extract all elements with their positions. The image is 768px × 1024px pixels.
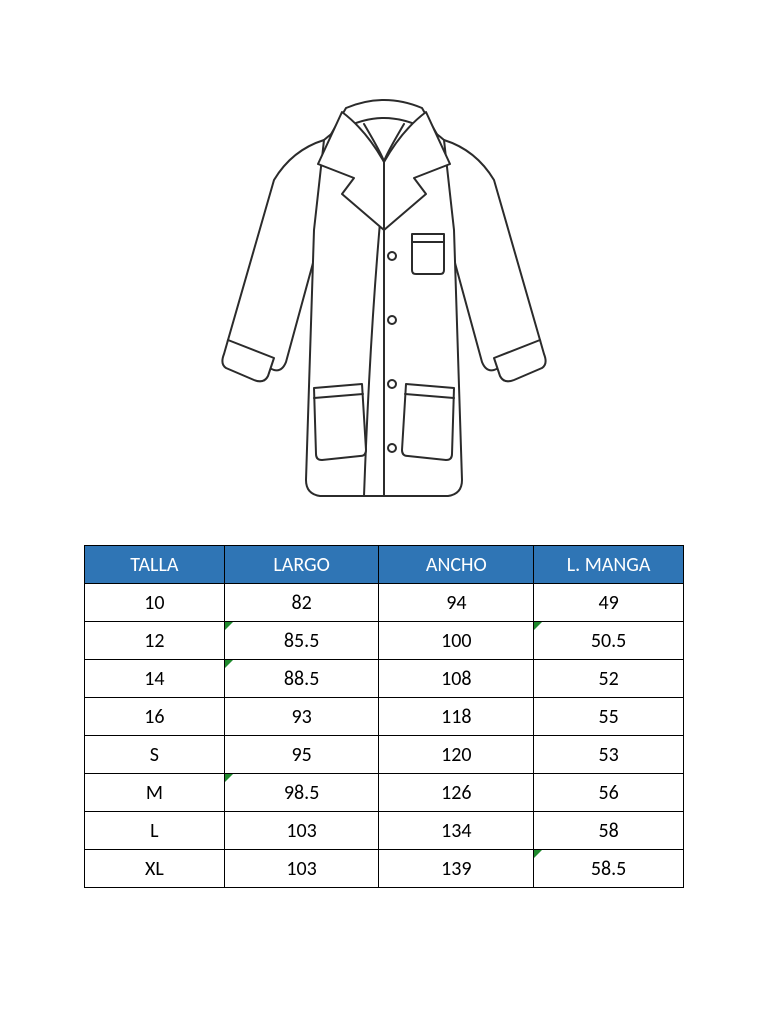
cell-ancho: 118 <box>379 698 534 736</box>
cell-talla: 16 <box>85 698 225 736</box>
cell-talla: XL <box>85 850 225 888</box>
cell-talla: 14 <box>85 660 225 698</box>
cell-manga: 55 <box>534 698 684 736</box>
cell-largo: 85.5 <box>224 622 379 660</box>
col-header-talla: TALLA <box>85 546 225 584</box>
cell-manga: 58.5 <box>534 850 684 888</box>
col-header-largo: LARGO <box>224 546 379 584</box>
cell-manga: 49 <box>534 584 684 622</box>
cell-manga: 50.5 <box>534 622 684 660</box>
table-row: M98.512656 <box>85 774 684 812</box>
cell-largo: 93 <box>224 698 379 736</box>
cell-largo: 103 <box>224 812 379 850</box>
cell-manga: 58 <box>534 812 684 850</box>
size-table-container: TALLA LARGO ANCHO L. MANGA 108294491285.… <box>0 545 768 888</box>
cell-talla: L <box>85 812 225 850</box>
cell-largo: 103 <box>224 850 379 888</box>
cell-talla: 12 <box>85 622 225 660</box>
table-row: XL10313958.5 <box>85 850 684 888</box>
cell-largo: 98.5 <box>224 774 379 812</box>
table-header-row: TALLA LARGO ANCHO L. MANGA <box>85 546 684 584</box>
lab-coat-icon <box>214 70 554 510</box>
col-header-manga: L. MANGA <box>534 546 684 584</box>
cell-ancho: 139 <box>379 850 534 888</box>
cell-ancho: 108 <box>379 660 534 698</box>
cell-ancho: 120 <box>379 736 534 774</box>
cell-ancho: 126 <box>379 774 534 812</box>
cell-ancho: 134 <box>379 812 534 850</box>
cell-manga: 53 <box>534 736 684 774</box>
cell-talla: 10 <box>85 584 225 622</box>
table-body: 108294491285.510050.51488.51085216931185… <box>85 584 684 888</box>
table-row: 10829449 <box>85 584 684 622</box>
table-row: L10313458 <box>85 812 684 850</box>
col-header-ancho: ANCHO <box>379 546 534 584</box>
table-row: S9512053 <box>85 736 684 774</box>
cell-talla: S <box>85 736 225 774</box>
cell-ancho: 94 <box>379 584 534 622</box>
table-row: 169311855 <box>85 698 684 736</box>
cell-manga: 56 <box>534 774 684 812</box>
coat-diagram-container <box>0 0 768 510</box>
size-table: TALLA LARGO ANCHO L. MANGA 108294491285.… <box>84 545 684 888</box>
table-row: 1285.510050.5 <box>85 622 684 660</box>
cell-ancho: 100 <box>379 622 534 660</box>
cell-talla: M <box>85 774 225 812</box>
table-row: 1488.510852 <box>85 660 684 698</box>
cell-largo: 88.5 <box>224 660 379 698</box>
cell-manga: 52 <box>534 660 684 698</box>
cell-largo: 95 <box>224 736 379 774</box>
cell-largo: 82 <box>224 584 379 622</box>
